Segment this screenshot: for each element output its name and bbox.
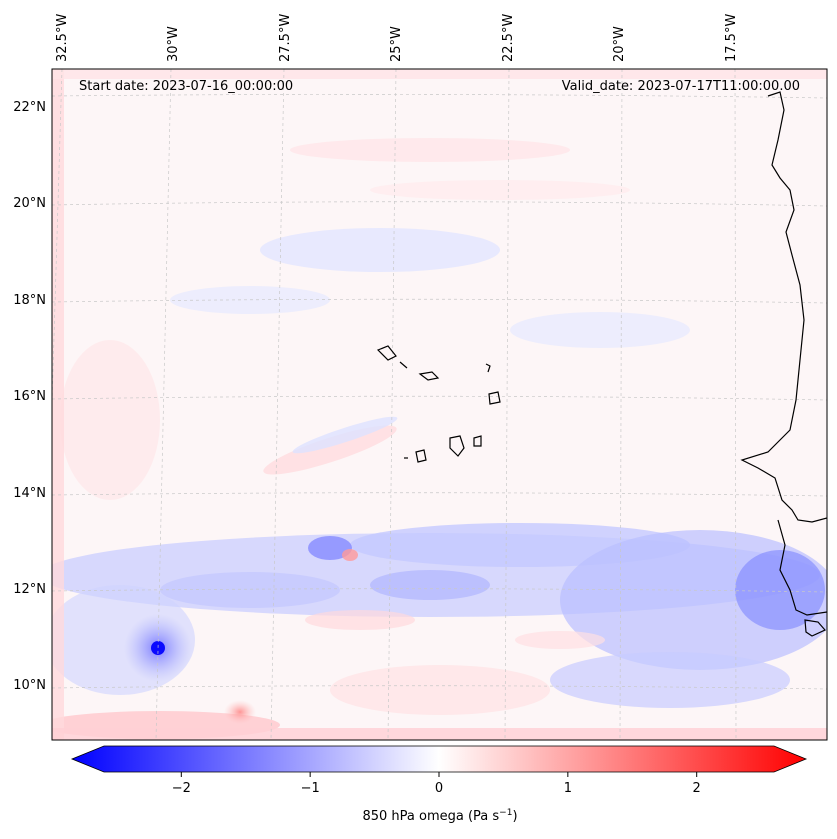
lat-label: 20°N (13, 196, 46, 211)
valid-date-label: Valid_date: 2023-07-17T11:00:00.00 (562, 79, 800, 94)
colorbar-label: 850 hPa omega (Pa s−1) (362, 808, 517, 824)
island-santiago (449, 435, 465, 457)
colorbar-bar (70, 745, 808, 773)
lon-label: 27.5°W (278, 14, 293, 62)
colorbar-tick-label: 2 (693, 781, 701, 796)
colorbar-tick-label: −2 (172, 781, 191, 796)
graticule (52, 69, 827, 740)
longitude-labels: 32.5°W 30°W 27.5°W 25°W 22.5°W 20°W 17.5… (55, 14, 739, 62)
map-panel: Start date: 2023-07-16_00:00:00 Valid_da… (51, 68, 828, 741)
colorbar-tick-label: 1 (564, 781, 572, 796)
lat-label: 14°N (13, 486, 46, 501)
lat-label: 10°N (13, 678, 46, 693)
lon-label: 32.5°W (55, 14, 70, 62)
colorbar: −2 −1 0 1 2 850 hPa omega (Pa s−1) (70, 745, 808, 824)
omega-field (52, 69, 827, 740)
map-frame (51, 68, 828, 741)
lon-label: 22.5°W (501, 14, 516, 62)
colorbar-tick-label: −1 (301, 781, 320, 796)
colorbar-tick-label: 0 (435, 781, 443, 796)
colorbar-ticks: −2 −1 0 1 2 (172, 772, 701, 796)
lon-label: 17.5°W (724, 14, 739, 62)
island-boa-vista (488, 391, 501, 405)
lon-label: 25°W (389, 26, 404, 62)
lat-label: 22°N (13, 100, 46, 115)
coastline (376, 91, 827, 637)
latitude-labels: 22°N 20°N 18°N 16°N 14°N 12°N 10°N (13, 100, 46, 693)
lon-label: 30°W (166, 26, 181, 62)
lat-label: 12°N (13, 582, 46, 597)
island-fogo (415, 449, 427, 463)
lat-label: 18°N (13, 293, 46, 308)
lon-label: 20°W (612, 26, 627, 62)
start-date-label: Start date: 2023-07-16_00:00:00 (79, 79, 293, 94)
island-santo-antao (376, 345, 397, 361)
lat-label: 16°N (13, 389, 46, 404)
